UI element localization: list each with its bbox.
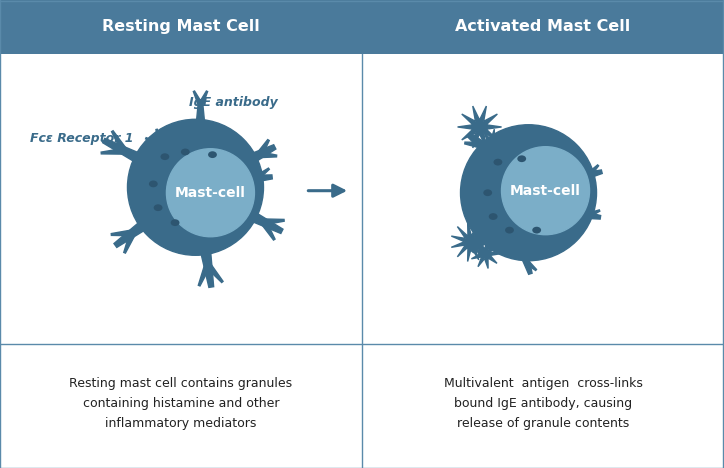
Polygon shape <box>193 91 203 106</box>
Polygon shape <box>479 238 485 255</box>
Polygon shape <box>458 106 502 148</box>
Polygon shape <box>470 219 499 253</box>
Polygon shape <box>111 230 133 236</box>
Ellipse shape <box>489 213 497 220</box>
Circle shape <box>460 125 597 261</box>
Ellipse shape <box>505 227 514 234</box>
Polygon shape <box>238 205 283 234</box>
Polygon shape <box>236 175 272 185</box>
Text: Activated Mast Cell: Activated Mast Cell <box>455 19 631 35</box>
Text: Resting mast cell contains granules
containing histamine and other
inflammatory : Resting mast cell contains granules cont… <box>70 377 292 430</box>
Polygon shape <box>124 232 135 253</box>
Bar <box>0 344 724 468</box>
Polygon shape <box>196 105 204 121</box>
Polygon shape <box>156 129 163 146</box>
Ellipse shape <box>484 190 492 196</box>
Ellipse shape <box>532 227 541 234</box>
Text: Resting Mast Cell: Resting Mast Cell <box>102 19 260 35</box>
Circle shape <box>502 146 589 234</box>
Polygon shape <box>467 132 502 163</box>
Ellipse shape <box>494 159 502 166</box>
Polygon shape <box>572 209 601 219</box>
Ellipse shape <box>153 205 162 211</box>
Polygon shape <box>572 170 602 183</box>
Text: Multivalent  antigen  cross-links
bound IgE antibody, causing
release of granule: Multivalent antigen cross-links bound Ig… <box>444 377 642 430</box>
Polygon shape <box>146 138 161 147</box>
Text: Mast-cell: Mast-cell <box>510 184 581 197</box>
Polygon shape <box>111 131 127 153</box>
Polygon shape <box>525 260 536 271</box>
Ellipse shape <box>149 181 158 187</box>
Polygon shape <box>471 239 500 269</box>
Polygon shape <box>451 222 490 262</box>
Polygon shape <box>101 148 125 154</box>
Polygon shape <box>238 145 276 169</box>
Ellipse shape <box>518 155 526 162</box>
Ellipse shape <box>208 151 217 158</box>
Polygon shape <box>198 91 208 106</box>
Polygon shape <box>518 246 532 274</box>
Polygon shape <box>587 210 599 218</box>
Bar <box>0 0 724 54</box>
Ellipse shape <box>161 154 169 160</box>
Polygon shape <box>103 139 153 169</box>
Ellipse shape <box>181 148 190 155</box>
Polygon shape <box>159 143 174 161</box>
Polygon shape <box>264 219 285 225</box>
Polygon shape <box>206 263 223 283</box>
Circle shape <box>167 149 254 237</box>
Polygon shape <box>254 168 269 181</box>
Polygon shape <box>587 165 599 176</box>
Text: Fcε Receptor 1: Fcε Receptor 1 <box>30 132 133 145</box>
Ellipse shape <box>171 219 180 226</box>
Text: IgE antibody: IgE antibody <box>188 96 277 109</box>
Circle shape <box>127 119 264 255</box>
Polygon shape <box>198 237 214 287</box>
Polygon shape <box>259 152 277 158</box>
Text: Mast-cell: Mast-cell <box>175 186 246 200</box>
Polygon shape <box>261 220 275 240</box>
Bar <box>0 54 724 344</box>
Polygon shape <box>476 129 508 161</box>
Polygon shape <box>257 139 269 156</box>
Polygon shape <box>114 212 158 248</box>
Polygon shape <box>465 142 482 148</box>
Polygon shape <box>198 263 211 286</box>
